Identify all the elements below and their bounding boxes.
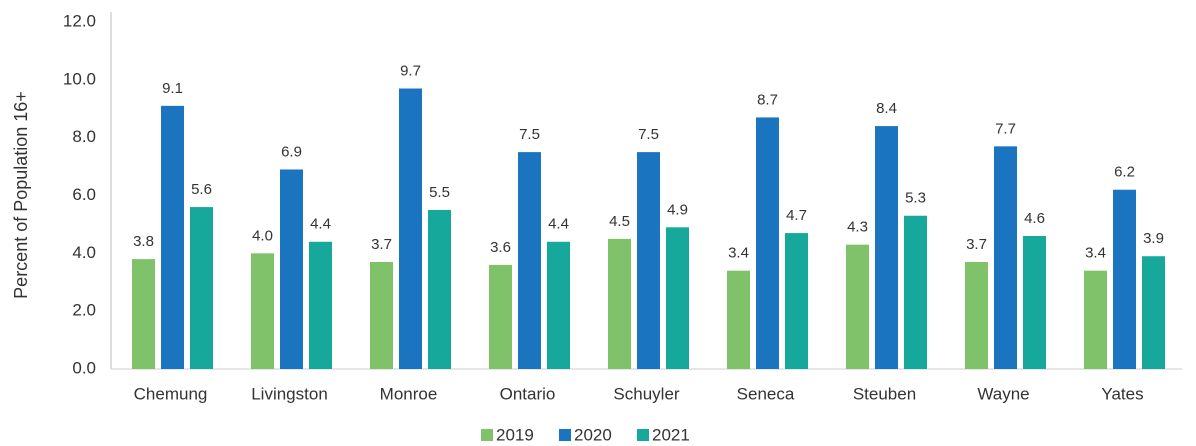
x-tick-label: Ontario <box>500 384 556 403</box>
y-tick-label: 8.0 <box>72 127 96 146</box>
value-label: 4.6 <box>1024 210 1045 227</box>
bar <box>309 241 332 369</box>
value-label: 4.7 <box>786 207 807 224</box>
legend-swatch <box>481 429 493 441</box>
bar <box>994 146 1017 369</box>
bar <box>846 244 869 369</box>
bar <box>428 209 451 369</box>
value-label: 9.7 <box>400 62 421 79</box>
x-tick-label: Seneca <box>737 384 795 403</box>
legend-swatch <box>637 429 649 441</box>
x-tick-label: Wayne <box>977 384 1029 403</box>
y-tick-label: 2.0 <box>72 301 96 320</box>
bar <box>518 152 541 369</box>
value-label: 3.8 <box>133 233 154 250</box>
x-tick-label: Schuyler <box>613 384 679 403</box>
x-tick-label: Chemung <box>134 384 208 403</box>
value-label: 3.7 <box>371 236 392 253</box>
x-tick-label: Steuben <box>853 384 916 403</box>
bar <box>489 264 512 369</box>
y-tick-label: 0.0 <box>72 358 96 377</box>
x-tick-label: Yates <box>1101 384 1143 403</box>
value-label: 4.5 <box>609 213 630 230</box>
value-label: 4.4 <box>310 216 331 233</box>
bar <box>190 207 213 369</box>
value-label: 8.4 <box>876 100 897 117</box>
value-label: 4.3 <box>847 219 868 236</box>
bar <box>965 262 988 369</box>
bar <box>370 262 393 369</box>
y-tick-label: 6.0 <box>72 185 96 204</box>
bar <box>1084 270 1107 369</box>
bar <box>875 126 898 369</box>
y-tick-label: 4.0 <box>72 243 96 262</box>
value-label: 4.4 <box>548 216 569 233</box>
bar <box>1023 235 1046 369</box>
value-label: 3.7 <box>966 236 987 253</box>
value-label: 3.4 <box>728 245 749 262</box>
value-label: 6.2 <box>1114 164 1135 181</box>
bar <box>904 215 927 369</box>
bar <box>637 152 660 369</box>
bar <box>399 88 422 369</box>
value-label: 6.9 <box>281 143 302 160</box>
value-label: 8.7 <box>757 91 778 108</box>
legend-label: 2019 <box>496 425 534 444</box>
bar <box>132 259 155 369</box>
value-label: 3.4 <box>1085 245 1106 262</box>
bar <box>727 270 750 369</box>
y-tick-label: 12.0 <box>63 11 96 30</box>
y-axis-label: Percent of Population 16+ <box>11 91 31 299</box>
value-label: 5.6 <box>191 181 212 198</box>
bar <box>1142 256 1165 369</box>
value-label: 7.5 <box>638 126 659 143</box>
bar <box>608 238 631 369</box>
bar <box>280 169 303 369</box>
y-tick-label: 10.0 <box>63 69 96 88</box>
bar <box>547 241 570 369</box>
value-label: 5.5 <box>429 184 450 201</box>
x-tick-label: Livingston <box>251 384 328 403</box>
bar <box>785 233 808 369</box>
value-label: 3.9 <box>1143 230 1164 247</box>
value-label: 5.3 <box>905 190 926 207</box>
bar <box>251 253 274 369</box>
legend-label: 2021 <box>652 425 690 444</box>
value-label: 9.1 <box>162 80 183 97</box>
bar <box>1113 189 1136 369</box>
value-label: 7.7 <box>995 120 1016 137</box>
value-label: 3.6 <box>490 239 511 256</box>
value-label: 4.9 <box>667 201 688 218</box>
value-label: 7.5 <box>519 126 540 143</box>
legend-swatch <box>559 429 571 441</box>
value-label: 4.0 <box>252 227 273 244</box>
bar <box>666 227 689 369</box>
bar <box>161 105 184 369</box>
x-tick-label: Monroe <box>380 384 438 403</box>
legend-label: 2020 <box>574 425 612 444</box>
bar <box>756 117 779 369</box>
